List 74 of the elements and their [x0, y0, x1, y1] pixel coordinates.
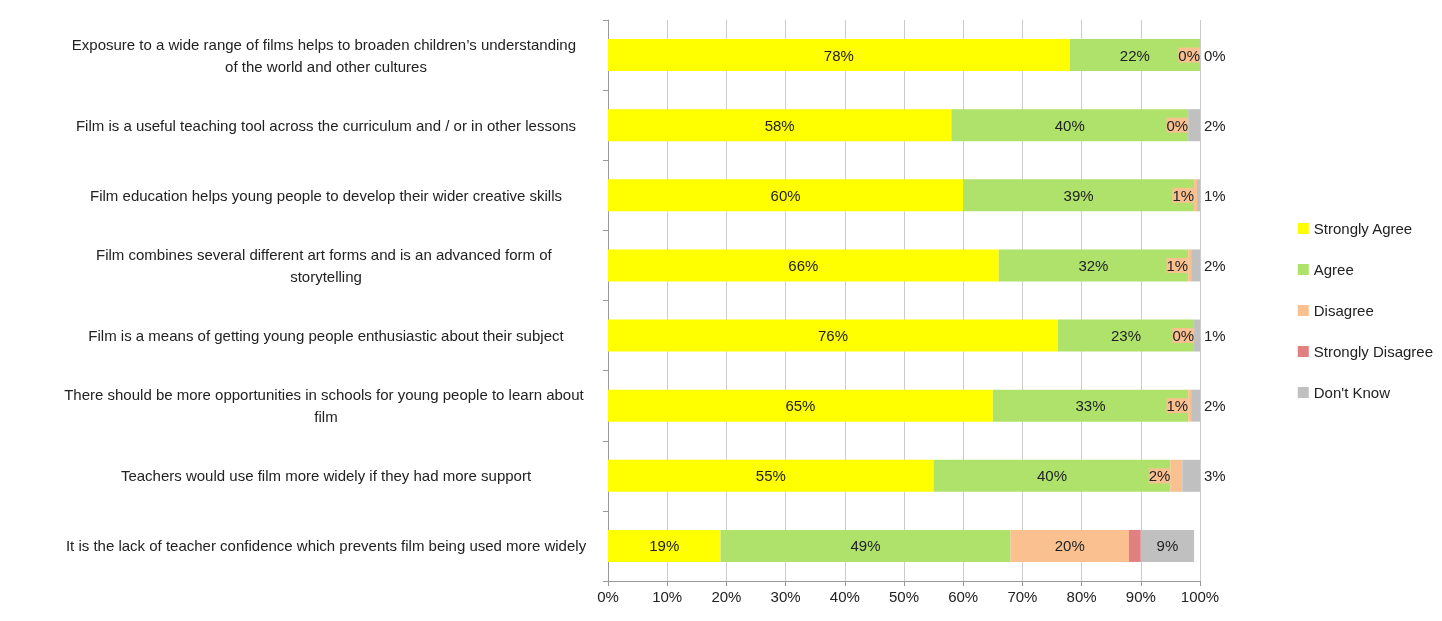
data-label: 1%	[1172, 186, 1195, 204]
x-tick-label: 40%	[829, 588, 860, 605]
bar	[608, 389, 993, 422]
x-tick-label: 0%	[597, 588, 619, 605]
y-tick-label: Film is a useful teaching tool across the curriculum and / or in other lessons	[75, 116, 577, 134]
data-label: 55%	[755, 467, 786, 485]
y-tick-label: Film education helps young people to develop their wider creative skills	[90, 186, 562, 204]
data-label: 2%	[1204, 116, 1226, 134]
x-tick-label: 30%	[770, 588, 801, 605]
data-label: 32%	[1078, 256, 1109, 274]
bar	[992, 389, 1189, 422]
legend-label: Strongly Disagree	[1313, 343, 1434, 360]
data-label: 2%	[1204, 256, 1226, 274]
x-tick-label: 80%	[1066, 588, 1097, 605]
bar	[963, 179, 1195, 212]
x-tick-label: 100%	[1180, 588, 1220, 605]
data-label: 2%	[1204, 397, 1226, 415]
data-label: 65%	[785, 397, 816, 415]
x-tick-label: 20%	[711, 588, 742, 605]
data-label: 60%	[770, 186, 801, 204]
x-tick-label: 60%	[948, 588, 979, 605]
data-label: 20%	[1054, 537, 1085, 555]
bar	[608, 179, 964, 212]
legend-label: Disagree	[1313, 302, 1374, 319]
data-label: 66%	[788, 256, 819, 274]
data-label: 33%	[1075, 397, 1106, 415]
bar	[1010, 529, 1129, 562]
y-tick-label: It is the lack of teacher confidence which prevents film being used more widely	[65, 537, 587, 555]
legend-label: Strongly Agree	[1313, 220, 1413, 237]
data-label: 23%	[1110, 327, 1142, 345]
legend-label: Don't Know	[1313, 384, 1391, 401]
data-label: 1%	[1166, 256, 1189, 274]
bar	[608, 249, 999, 282]
legend-label: Agree	[1313, 261, 1354, 278]
bar	[608, 319, 1058, 352]
data-label: 2%	[1148, 467, 1171, 485]
data-label: 76%	[817, 327, 848, 345]
x-tick-label: 70%	[1007, 588, 1038, 605]
bar	[951, 109, 1189, 142]
bar	[1128, 529, 1141, 562]
data-label: 1%	[1204, 186, 1226, 204]
data-label: 0%	[1172, 327, 1195, 345]
x-tick-label: 90%	[1125, 588, 1156, 605]
data-label: 39%	[1063, 186, 1094, 204]
y-tick-label: Exposure to a wide range of films helps to broaden children’s understanding of the world and other cultures	[71, 35, 581, 75]
bar	[998, 249, 1189, 282]
x-tick-label: 10%	[652, 588, 683, 605]
data-label: 1%	[1204, 327, 1226, 345]
y-tick-label: Film combines several different art forms and is an advanced form of storytelling	[96, 245, 556, 285]
data-label: 40%	[1036, 467, 1068, 485]
bar	[720, 529, 1011, 562]
data-label: 49%	[850, 537, 881, 555]
data-label: 0%	[1204, 46, 1226, 64]
data-label: 0%	[1166, 116, 1189, 134]
data-label: 3%	[1204, 467, 1226, 485]
x-tick-label: 50%	[888, 588, 920, 605]
data-label: 19%	[649, 537, 680, 555]
bar	[608, 459, 934, 492]
bar	[1057, 319, 1195, 352]
data-label: 58%	[764, 116, 795, 134]
y-tick-label: Film is a means of getting young people enthusiastic about their subject	[88, 327, 565, 345]
data-label: 22%	[1119, 46, 1150, 64]
data-label: 0%	[1178, 46, 1200, 64]
bar	[1069, 39, 1200, 72]
y-tick-label: Teachers would use film more widely if they had more support	[120, 467, 532, 485]
bar	[608, 39, 1070, 72]
data-label: 40%	[1054, 116, 1085, 134]
y-tick-label: There should be more opportunities in schools for young people to learn about film	[64, 386, 588, 426]
bar	[933, 459, 1171, 492]
bar	[608, 529, 721, 562]
data-label: 9%	[1156, 537, 1179, 555]
data-label: 78%	[823, 46, 854, 64]
data-label: 1%	[1166, 397, 1189, 415]
bar	[608, 109, 952, 142]
